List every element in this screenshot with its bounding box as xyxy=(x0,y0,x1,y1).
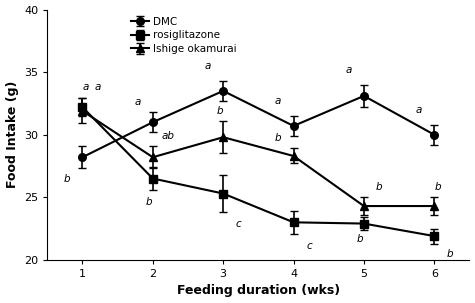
Legend: DMC, rosiglitazone, Ishige okamurai: DMC, rosiglitazone, Ishige okamurai xyxy=(128,15,239,56)
Text: c: c xyxy=(236,218,241,228)
Text: a: a xyxy=(416,105,422,115)
Text: a: a xyxy=(345,65,352,75)
X-axis label: Feeding duration (wks): Feeding duration (wks) xyxy=(177,285,340,298)
Text: b: b xyxy=(146,197,152,207)
Text: b: b xyxy=(357,234,364,244)
Text: b: b xyxy=(446,248,453,258)
Text: a: a xyxy=(134,97,141,107)
Text: a: a xyxy=(275,96,281,106)
Text: a: a xyxy=(83,82,89,92)
Text: b: b xyxy=(216,106,223,116)
Text: c: c xyxy=(306,241,312,251)
Text: a: a xyxy=(205,61,211,71)
Text: b: b xyxy=(275,133,281,143)
Text: b: b xyxy=(376,182,383,192)
Text: a: a xyxy=(95,82,101,92)
Y-axis label: Food Intake (g): Food Intake (g) xyxy=(6,81,19,188)
Text: ab: ab xyxy=(162,131,175,141)
Text: b: b xyxy=(435,182,441,192)
Text: b: b xyxy=(64,174,70,184)
